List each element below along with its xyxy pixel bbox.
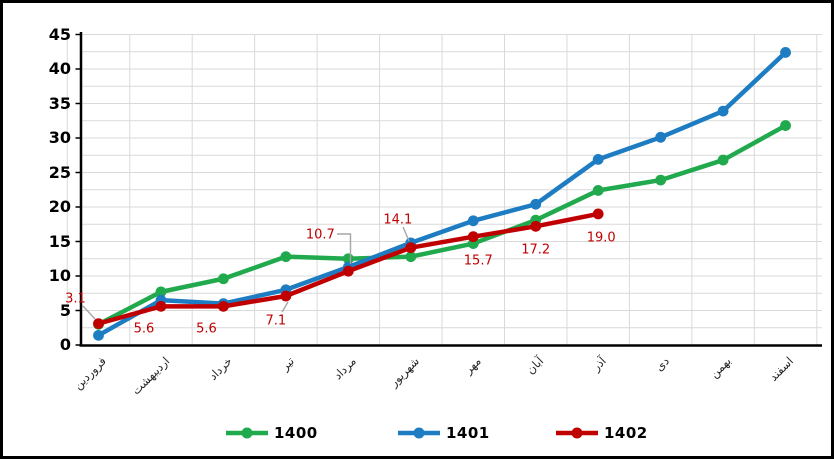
plot-area[interactable] bbox=[3, 3, 834, 459]
data-point-1401[interactable] bbox=[592, 153, 604, 165]
data-label: 5.6 bbox=[133, 321, 155, 337]
data-label: 7.1 bbox=[265, 313, 287, 329]
data-point-1400[interactable] bbox=[405, 251, 417, 263]
data-point-1402[interactable] bbox=[93, 318, 104, 330]
y-tick-label: 15 bbox=[48, 231, 71, 251]
legend-label: 1401 bbox=[446, 424, 490, 442]
data-point-1402[interactable] bbox=[155, 300, 167, 312]
legend-marker-icon bbox=[398, 427, 440, 439]
data-label: 19.0 bbox=[586, 230, 616, 246]
data-point-1401[interactable] bbox=[530, 198, 542, 210]
label-leader-line bbox=[402, 226, 410, 242]
data-point-1400[interactable] bbox=[280, 251, 292, 263]
data-point-1401[interactable] bbox=[93, 329, 104, 341]
data-point-1402[interactable] bbox=[467, 231, 479, 243]
label-leader-line bbox=[281, 301, 289, 313]
y-tick-label: 30 bbox=[48, 128, 71, 147]
y-tick-label: 0 bbox=[59, 335, 71, 354]
legend-item-1401[interactable]: 1401 bbox=[397, 421, 490, 445]
y-tick-label: 40 bbox=[48, 59, 71, 78]
data-point-1400[interactable] bbox=[218, 273, 229, 285]
data-point-1402[interactable] bbox=[592, 208, 604, 220]
data-point-1402[interactable] bbox=[405, 242, 417, 254]
y-tick-label: 5 bbox=[59, 300, 71, 320]
data-label: 17.2 bbox=[521, 242, 551, 258]
data-label: 14.1 bbox=[383, 212, 413, 228]
y-tick-label: 10 bbox=[48, 266, 71, 285]
legend-item-1402[interactable]: 1402 bbox=[555, 421, 648, 445]
data-point-1400[interactable] bbox=[717, 154, 729, 166]
label-leader-line bbox=[82, 305, 96, 320]
data-point-1401[interactable] bbox=[780, 47, 791, 58]
y-tick-label: 35 bbox=[48, 93, 71, 113]
y-tick-label: 25 bbox=[48, 162, 71, 182]
data-point-1400[interactable] bbox=[655, 174, 667, 186]
data-point-1402[interactable] bbox=[218, 300, 229, 312]
data-label: 3.1 bbox=[65, 291, 86, 307]
data-point-1400[interactable] bbox=[592, 185, 604, 196]
legend-marker-icon bbox=[226, 427, 268, 439]
legend-label: 1402 bbox=[604, 424, 648, 442]
data-label: 15.7 bbox=[463, 253, 493, 269]
y-tick-label: 20 bbox=[48, 197, 71, 216]
data-label: 10.7 bbox=[305, 227, 335, 243]
data-point-1400[interactable] bbox=[155, 286, 167, 298]
y-tick-label: 45 bbox=[48, 24, 71, 44]
series-line-1401[interactable] bbox=[96, 50, 788, 338]
label-leader-line bbox=[337, 233, 352, 264]
data-point-1401[interactable] bbox=[655, 131, 667, 143]
legend-item-1400[interactable]: 1400 bbox=[225, 421, 318, 445]
data-point-1402[interactable] bbox=[342, 265, 354, 277]
data-point-1402[interactable] bbox=[280, 290, 292, 302]
series-line-1400[interactable] bbox=[96, 123, 788, 327]
chart-legend: 1400 1401 1402 bbox=[3, 417, 831, 447]
data-label: 5.6 bbox=[196, 321, 217, 337]
data-point-1401[interactable] bbox=[467, 215, 479, 227]
data-point-1400[interactable] bbox=[780, 120, 791, 131]
data-point-1401[interactable] bbox=[717, 105, 729, 117]
legend-label: 1400 bbox=[274, 424, 318, 442]
data-point-1402[interactable] bbox=[530, 220, 542, 232]
legend-marker-icon bbox=[556, 427, 598, 439]
